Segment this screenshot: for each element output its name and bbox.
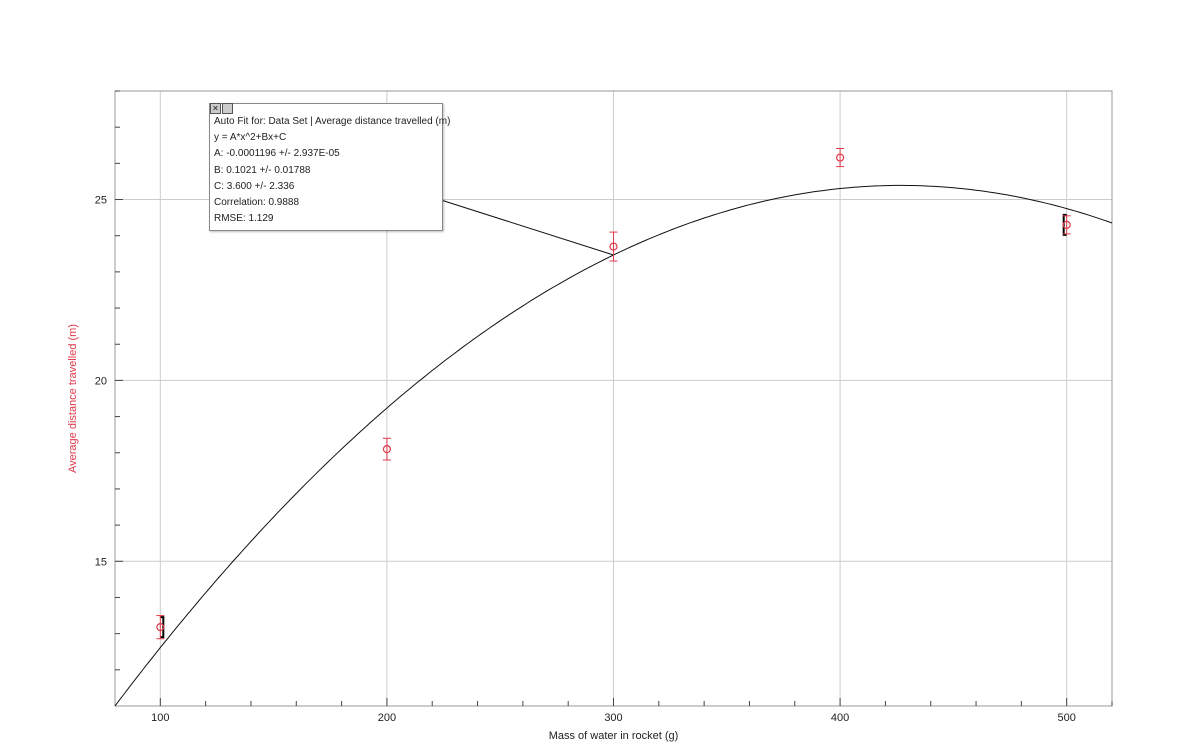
x-tick-label: 500 <box>1058 712 1076 724</box>
fit-a: A: -0.0001196 +/- 2.937E-05 <box>214 148 340 160</box>
y-tick-label: 15 <box>95 556 107 568</box>
fit-equation: y = A*x^2+Bx+C <box>214 132 287 144</box>
data-point <box>609 242 618 251</box>
options-icon[interactable] <box>222 103 233 114</box>
x-tick-label: 300 <box>604 712 622 724</box>
y-tick-label: 20 <box>95 375 107 387</box>
data-point <box>156 623 165 632</box>
x-tick-label: 100 <box>151 712 169 724</box>
fit-c: C: 3.600 +/- 2.336 <box>214 180 295 192</box>
close-icon[interactable]: ✕ <box>210 103 221 114</box>
fit-box[interactable]: ✕ Auto Fit for: Data Set | Average dista… <box>209 103 451 231</box>
x-tick-label: 200 <box>378 712 396 724</box>
y-tick-label: 25 <box>95 195 107 207</box>
fit-title: Auto Fit for: Data Set | Average distanc… <box>214 116 451 127</box>
data-point <box>382 445 392 454</box>
x-tick-label: 400 <box>831 712 849 724</box>
y-axis-label: Average distance travelled (m) <box>67 324 79 473</box>
data-point <box>1062 220 1071 229</box>
fit-rmse: RMSE: 1.129 <box>214 213 274 225</box>
fit-b: B: 0.1021 +/- 0.01788 <box>214 164 311 176</box>
data-point <box>835 153 845 162</box>
fit-leader-line <box>440 199 614 256</box>
x-axis-label: Mass of water in rocket (g) <box>549 730 679 742</box>
fit-correlation: Correlation: 0.9888 <box>214 196 300 208</box>
